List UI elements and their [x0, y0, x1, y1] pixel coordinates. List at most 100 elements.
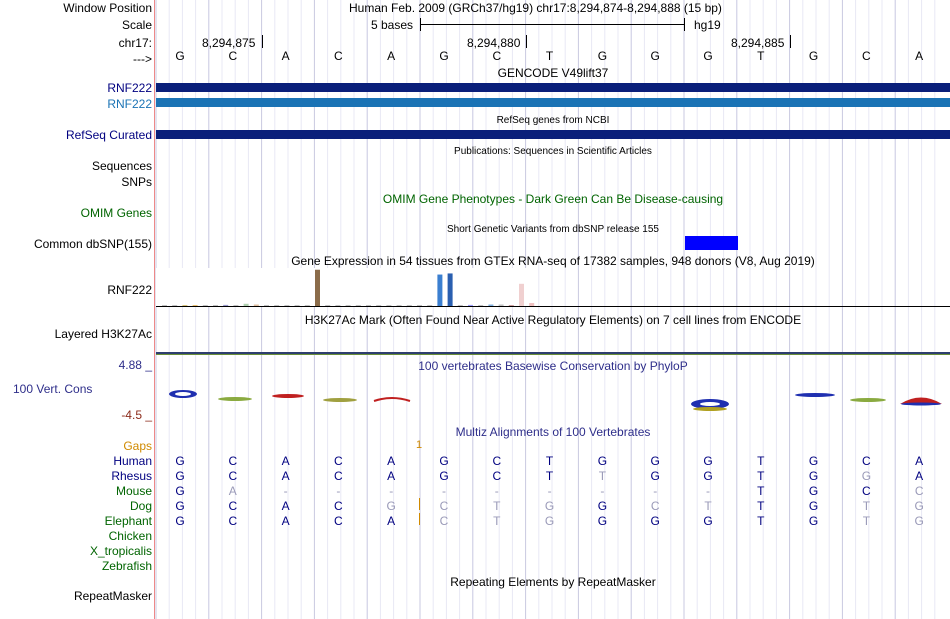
base-letter: G: [439, 49, 449, 63]
alignment-base: T: [757, 484, 765, 498]
gtex-tissue-bar: [508, 305, 514, 306]
snps-track-label[interactable]: SNPs: [121, 175, 152, 189]
base-letter: G: [597, 49, 608, 63]
alignment-base: G: [703, 469, 713, 483]
species-label[interactable]: Zebrafish: [101, 559, 152, 573]
alignment-base: -: [653, 484, 658, 498]
gtex-tissue-bar: [274, 305, 280, 306]
alignment-base: G: [914, 499, 924, 513]
omim-track-title: OMIM Gene Phenotypes - Dark Green Can Be…: [382, 192, 724, 206]
window-position-label: Window Position: [63, 1, 152, 15]
gtex-tissue-bar: [345, 305, 351, 306]
base-letter: C: [228, 49, 238, 63]
base-letter: A: [281, 49, 290, 63]
conservation-track-label[interactable]: 100 Vert. Cons: [13, 382, 93, 396]
dbsnp-variant-block[interactable]: [685, 236, 738, 250]
alignment-base: G: [175, 454, 185, 468]
gtex-tissue-bar: [396, 305, 402, 306]
alignment-base: C: [439, 514, 449, 528]
chrom-label: chr17:: [118, 36, 152, 50]
refseq-track-label[interactable]: RefSeq Curated: [65, 128, 152, 142]
base-letter: G: [650, 49, 660, 63]
gtex-tissue-bar: [355, 305, 361, 306]
alignment-base: G: [175, 499, 185, 513]
gencode-track-title: GENCODE V49lift37: [497, 66, 609, 80]
dbsnp-track-title: Short Genetic Variants from dbSNP releas…: [447, 224, 659, 235]
scale-bar-left-tick: [420, 18, 421, 31]
refseq-gene-bar[interactable]: [156, 130, 950, 139]
h3k27ac-baseline-green: [156, 354, 950, 355]
gtex-tissue-bar: [386, 305, 392, 306]
alignment-base: G: [650, 454, 660, 468]
species-label[interactable]: Dog: [129, 499, 152, 513]
gencode-gene-bar-1[interactable]: [156, 83, 950, 92]
scale-bar: [420, 24, 685, 25]
alignment-base: A: [281, 514, 290, 528]
gtex-tissue-bar: [488, 304, 494, 306]
species-label[interactable]: Elephant: [104, 514, 152, 528]
gtex-tissue-bar: [468, 304, 473, 306]
gtex-tissue-bar: [284, 305, 290, 306]
multiz-track-title: Multiz Alignments of 100 Vertebrates: [455, 425, 651, 439]
alignment-base: A: [915, 454, 924, 468]
position-tick-mark-1: [262, 35, 263, 48]
alignment-base: -: [389, 484, 394, 498]
h3k27ac-track-label[interactable]: Layered H3K27Ac: [54, 327, 152, 341]
alignment-base: -: [442, 484, 446, 498]
alignment-base: -: [600, 484, 605, 498]
gencode-gene-label-2[interactable]: RNF222: [107, 97, 152, 111]
species-label[interactable]: Chicken: [108, 529, 152, 543]
gtex-tissue-bar: [243, 303, 249, 306]
gap-marker: 1: [416, 439, 423, 451]
position-tick-3: 8,294,885: [731, 36, 785, 50]
gencode-gene-bar-2[interactable]: [156, 98, 950, 107]
gtex-expression-chart[interactable]: [156, 268, 950, 308]
window-position-value: Human Feb. 2009 (GRCh37/hg19) chr17:8,29…: [349, 1, 722, 15]
base-letter: C: [862, 49, 871, 63]
alignment-base: A: [281, 499, 290, 513]
base-letter: A: [915, 49, 924, 63]
dbsnp-track-label[interactable]: Common dbSNP(155): [33, 237, 152, 251]
position-tick-2: 8,294,880: [467, 36, 521, 50]
position-tick-1: 8,294,875: [202, 36, 256, 50]
alignment-base: G: [703, 514, 713, 528]
gencode-gene-label-1[interactable]: RNF222: [107, 81, 152, 95]
alignment-base: C: [334, 499, 343, 513]
gtex-tissue-bar: [335, 305, 341, 306]
gtex-track-label[interactable]: RNF222: [107, 283, 152, 297]
conservation-logo[interactable]: [156, 385, 950, 415]
refseq-track-title: RefSeq genes from NCBI: [496, 115, 610, 126]
alignment-base: G: [386, 499, 396, 513]
species-label[interactable]: Mouse: [115, 484, 152, 498]
gtex-tissue-bar: [304, 305, 310, 306]
alignment-base: -: [547, 484, 552, 498]
alignment-base: C: [334, 469, 343, 483]
left-border: [154, 0, 155, 619]
sequences-track-label[interactable]: Sequences: [91, 159, 152, 173]
species-label[interactable]: Human: [113, 454, 152, 468]
species-label[interactable]: X_tropicalis: [89, 544, 152, 558]
gtex-tissue-bar: [233, 305, 239, 306]
base-letter: A: [387, 49, 396, 63]
alignment-base: C: [334, 454, 343, 468]
gtex-tissue-bar: [447, 273, 453, 306]
alignment-base: G: [808, 469, 819, 483]
scale-value: 5 bases: [371, 18, 414, 32]
gtex-tissue-bar: [366, 305, 371, 306]
alignment-base: G: [439, 469, 449, 483]
position-tick-mark-3: [790, 35, 791, 48]
species-label[interactable]: Rhesus: [111, 469, 152, 483]
repeatmasker-track-label[interactable]: RepeatMasker: [73, 589, 152, 603]
omim-track-label[interactable]: OMIM Genes: [80, 206, 152, 220]
gtex-tissue-bar: [264, 305, 269, 306]
alignment-base: C: [492, 454, 502, 468]
alignment-base: T: [862, 499, 871, 513]
alignment-base: -: [336, 484, 341, 498]
alignment-base: A: [387, 514, 396, 528]
alignment-base: G: [861, 469, 872, 483]
alignment-base: C: [228, 454, 238, 468]
conservation-min-label: -4.5 _: [121, 408, 152, 422]
alignment-base: G: [808, 514, 819, 528]
alignment-base: A: [281, 454, 290, 468]
alignment-base: C: [492, 469, 502, 483]
